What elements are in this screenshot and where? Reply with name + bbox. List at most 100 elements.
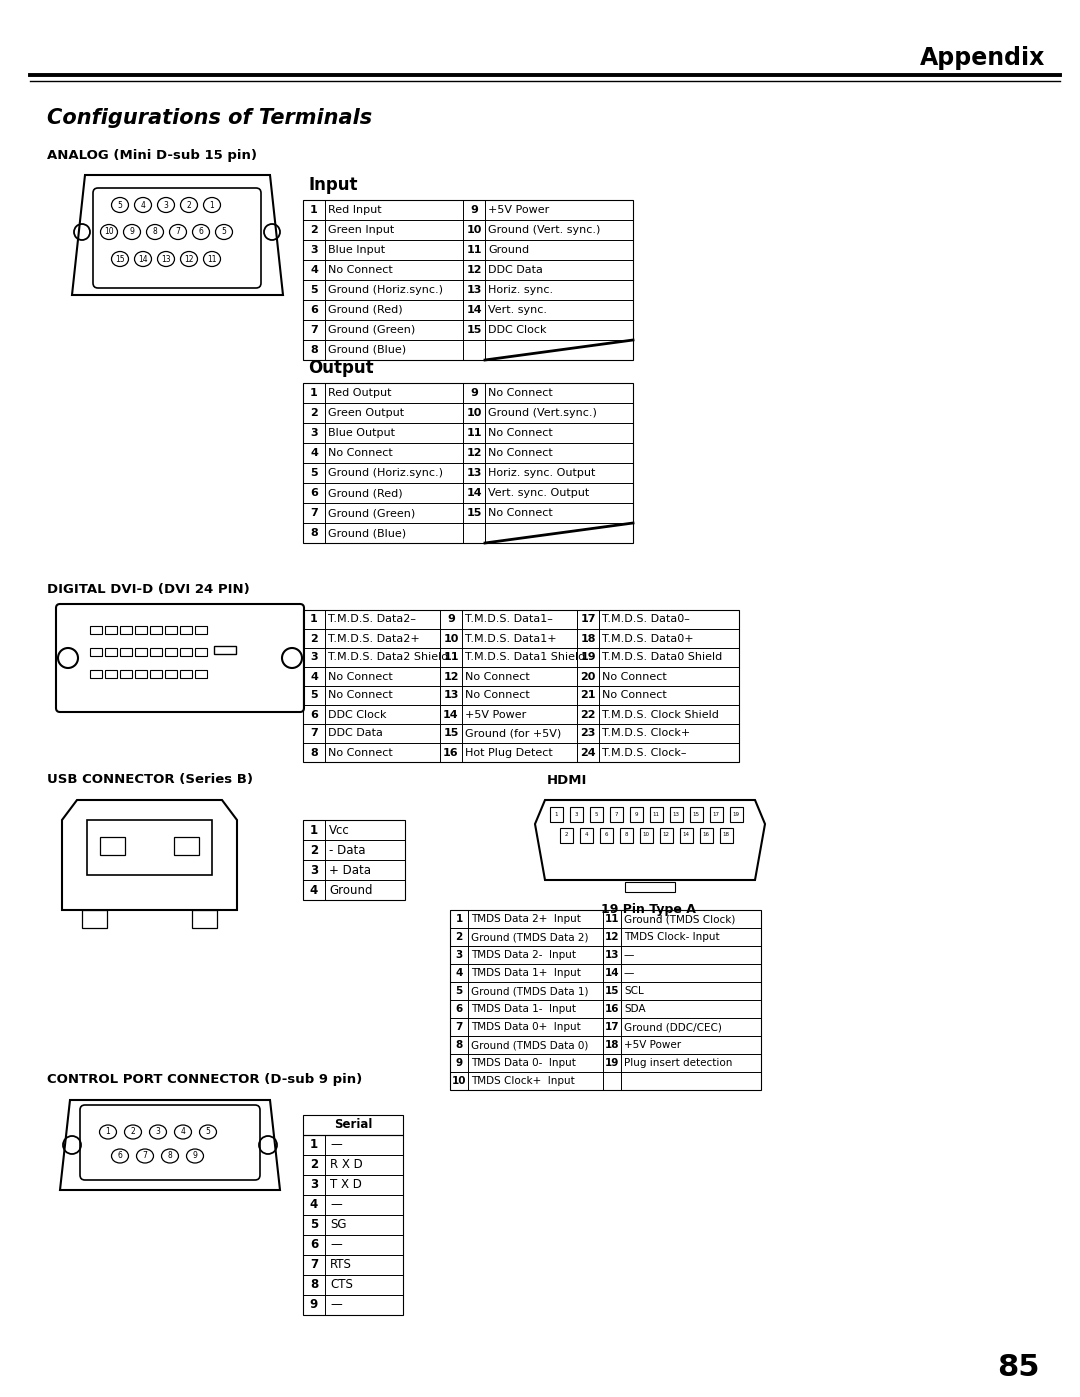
Text: Ground (TMDS Clock): Ground (TMDS Clock) (624, 914, 735, 923)
Text: Input: Input (308, 176, 357, 194)
Text: 8: 8 (310, 1278, 319, 1291)
Bar (135, 648, 147, 657)
Text: 11: 11 (652, 812, 660, 816)
Text: 5: 5 (118, 201, 122, 210)
Text: 14: 14 (138, 254, 148, 264)
Text: 12: 12 (185, 254, 193, 264)
Bar (303, 610, 739, 761)
Text: 8: 8 (456, 1039, 462, 1051)
Text: 5: 5 (456, 986, 462, 996)
Text: CONTROL PORT CONNECTOR (D-sub 9 pin): CONTROL PORT CONNECTOR (D-sub 9 pin) (48, 1073, 362, 1087)
Text: 13: 13 (161, 254, 171, 264)
Text: DDC Clock: DDC Clock (328, 710, 387, 719)
Bar (680, 828, 693, 842)
Text: Ground: Ground (488, 244, 529, 256)
Text: 1: 1 (310, 823, 319, 837)
Text: 7: 7 (143, 1151, 148, 1161)
Text: +5V Power: +5V Power (488, 205, 550, 215)
Bar (660, 828, 673, 842)
Text: 8: 8 (624, 833, 627, 837)
Text: 12: 12 (443, 672, 459, 682)
Text: 1: 1 (106, 1127, 110, 1137)
Text: 13: 13 (467, 468, 482, 478)
Text: 12: 12 (605, 932, 619, 942)
Bar (82, 909, 107, 928)
Text: USB CONNECTOR (Series B): USB CONNECTOR (Series B) (48, 774, 253, 787)
Text: 13: 13 (467, 285, 482, 295)
Text: 6: 6 (456, 1004, 462, 1014)
Text: 3: 3 (156, 1127, 161, 1137)
Text: 23: 23 (580, 728, 596, 739)
Text: No Connect: No Connect (328, 448, 393, 458)
Bar (214, 645, 237, 654)
Text: SCL: SCL (624, 986, 644, 996)
Text: 14: 14 (605, 968, 619, 978)
Bar (561, 828, 573, 842)
Text: 13: 13 (443, 690, 459, 700)
Text: 3: 3 (575, 812, 578, 816)
Text: 4: 4 (310, 672, 318, 682)
Bar (100, 837, 125, 855)
Text: CTS: CTS (330, 1278, 353, 1291)
Text: 5: 5 (310, 468, 318, 478)
Text: 19: 19 (605, 1058, 619, 1067)
Text: Ground (Red): Ground (Red) (328, 305, 403, 314)
Text: 20: 20 (580, 672, 596, 682)
Text: TMDS Clock+  Input: TMDS Clock+ Input (471, 1076, 575, 1085)
Bar (720, 828, 733, 842)
Text: 11: 11 (207, 254, 217, 264)
Text: 1: 1 (456, 914, 462, 923)
Bar (730, 807, 743, 821)
Text: —: — (330, 1199, 341, 1211)
Text: 16: 16 (702, 833, 710, 837)
Text: Ground (Green): Ground (Green) (328, 326, 415, 335)
Bar (90, 671, 102, 678)
Bar (195, 626, 207, 634)
Text: Ground (Green): Ground (Green) (328, 509, 415, 518)
Text: Hot Plug Detect: Hot Plug Detect (465, 747, 553, 757)
Text: Green Output: Green Output (328, 408, 404, 418)
Text: Green Input: Green Input (328, 225, 394, 235)
Text: 9: 9 (192, 1151, 198, 1161)
Bar (700, 828, 713, 842)
Text: T.M.D.S. Data1+: T.M.D.S. Data1+ (465, 633, 556, 644)
Text: TMDS Data 0+  Input: TMDS Data 0+ Input (471, 1023, 581, 1032)
Text: T.M.D.S. Clock–: T.M.D.S. Clock– (602, 747, 687, 757)
Text: 7: 7 (310, 728, 318, 739)
Bar (580, 828, 593, 842)
Text: 1: 1 (554, 812, 557, 816)
Text: DDC Data: DDC Data (488, 265, 543, 275)
Text: T.M.D.S. Data2–: T.M.D.S. Data2– (328, 615, 416, 624)
Text: +5V Power: +5V Power (465, 710, 526, 719)
Text: 4: 4 (310, 883, 319, 897)
Text: 1: 1 (310, 388, 318, 398)
Text: 19: 19 (732, 812, 740, 816)
Text: TMDS Data 2+  Input: TMDS Data 2+ Input (471, 914, 581, 923)
Bar (180, 648, 192, 657)
Text: Ground (Blue): Ground (Blue) (328, 528, 406, 538)
Text: 15: 15 (692, 812, 700, 816)
Text: 8: 8 (167, 1151, 173, 1161)
Text: Horiz. sync. Output: Horiz. sync. Output (488, 468, 595, 478)
Text: 12: 12 (662, 833, 670, 837)
Bar (150, 626, 162, 634)
Bar (303, 1134, 403, 1315)
Bar (600, 828, 613, 842)
Text: 14: 14 (467, 305, 482, 314)
Text: Plug insert detection: Plug insert detection (624, 1058, 732, 1067)
Text: SG: SG (330, 1218, 347, 1232)
Text: 14: 14 (443, 710, 459, 719)
Text: No Connect: No Connect (328, 747, 393, 757)
Bar (165, 671, 177, 678)
Bar (135, 671, 147, 678)
Text: 11: 11 (605, 914, 619, 923)
Text: TMDS Data 1-  Input: TMDS Data 1- Input (471, 1004, 576, 1014)
Bar (165, 626, 177, 634)
Text: - Data: - Data (329, 844, 365, 856)
Text: T.M.D.S. Data0–: T.M.D.S. Data0– (602, 615, 690, 624)
Bar (710, 807, 723, 821)
Text: 15: 15 (116, 254, 125, 264)
Bar (195, 671, 207, 678)
Bar (303, 820, 405, 900)
Text: 9: 9 (634, 812, 638, 816)
